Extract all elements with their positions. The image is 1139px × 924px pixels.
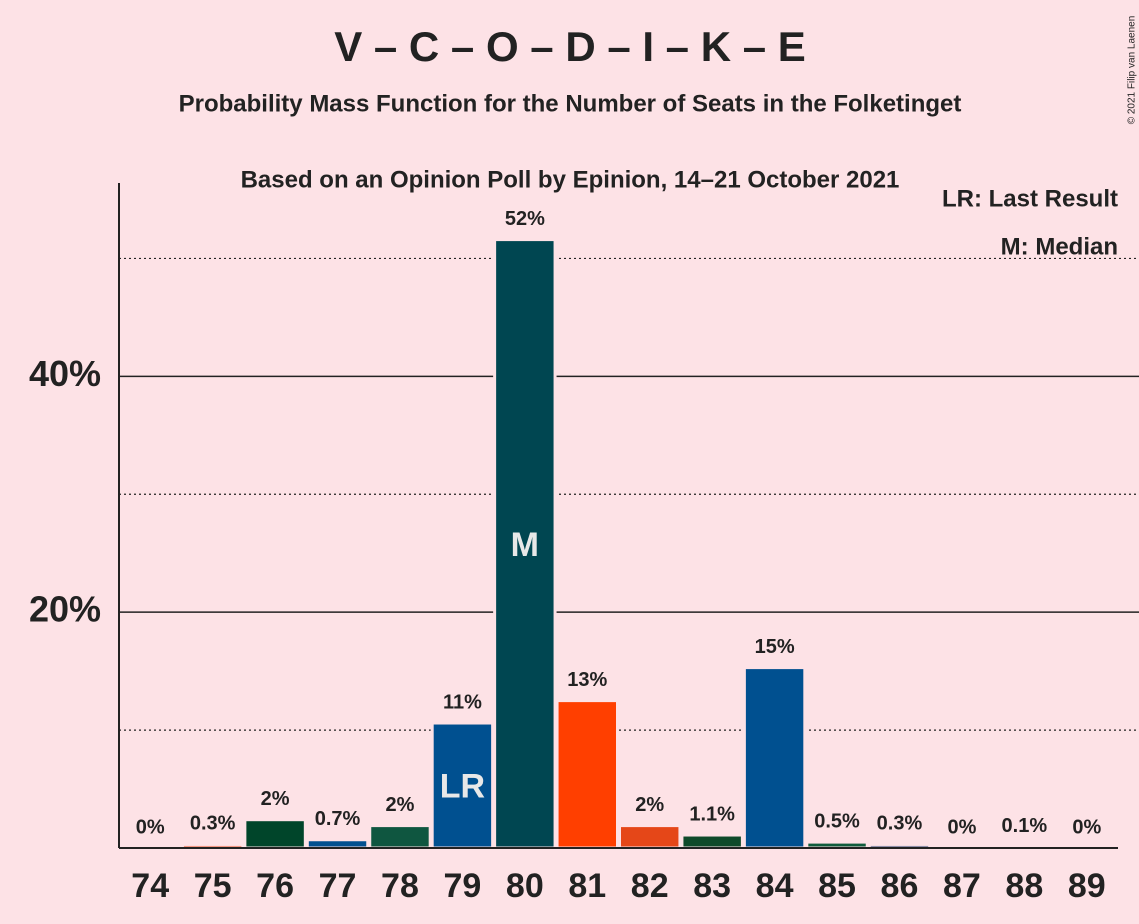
bar-annotation: M [511, 526, 539, 564]
value-label: 0.3% [190, 813, 236, 835]
legend-entry: M: Median [1001, 233, 1118, 260]
copyright: © 2021 Filip van Laenen [1127, 16, 1138, 125]
x-tick-label: 76 [256, 867, 294, 905]
x-tick-label: 84 [756, 867, 794, 905]
value-label: 0% [136, 816, 165, 838]
x-tick-label: 83 [693, 867, 731, 905]
value-label: 0.3% [877, 813, 923, 835]
value-label: 0% [947, 816, 976, 838]
chart-title: V – C – O – D – I – K – E [334, 23, 806, 70]
value-label: 11% [443, 691, 482, 713]
x-tick-label: 79 [443, 867, 481, 905]
bar [368, 824, 432, 850]
value-label: 0% [1072, 816, 1101, 838]
x-tick-label: 86 [881, 867, 919, 905]
x-tick-label: 75 [194, 867, 232, 905]
x-tick-label: 77 [319, 867, 357, 905]
bar [618, 824, 682, 850]
bar [305, 838, 370, 850]
chart-subtitle: Probability Mass Function for the Number… [179, 90, 962, 117]
value-label: 52% [505, 208, 545, 230]
x-tick-label: 78 [381, 867, 419, 905]
x-tick-label: 74 [131, 867, 169, 905]
value-label: 15% [755, 636, 795, 658]
x-tick-label: 87 [943, 867, 981, 905]
value-label: 13% [567, 669, 607, 691]
x-tick-label: 81 [568, 867, 606, 905]
value-label: 1.1% [689, 803, 735, 825]
legend-entry: LR: Last Result [942, 185, 1118, 212]
bar [742, 666, 807, 850]
bar [555, 699, 619, 850]
value-label: 2% [261, 788, 290, 810]
bar [680, 833, 744, 850]
chart-subtitle: Based on an Opinion Poll by Epinion, 14–… [241, 166, 900, 193]
value-label: 2% [386, 794, 415, 816]
x-tick-label: 80 [506, 867, 544, 905]
x-tick-label: 85 [818, 867, 856, 905]
x-tick-label: 88 [1005, 867, 1043, 905]
x-tick-label: 82 [631, 867, 669, 905]
bar [243, 818, 307, 850]
value-label: 0.7% [315, 808, 361, 830]
bar-annotation: LR [440, 767, 485, 805]
y-tick-label: 40% [29, 353, 101, 394]
y-tick-label: 20% [29, 589, 101, 630]
value-label: 2% [635, 794, 664, 816]
value-label: 0.1% [1002, 815, 1048, 837]
value-label: 0.5% [814, 810, 860, 832]
x-tick-label: 89 [1068, 867, 1106, 905]
